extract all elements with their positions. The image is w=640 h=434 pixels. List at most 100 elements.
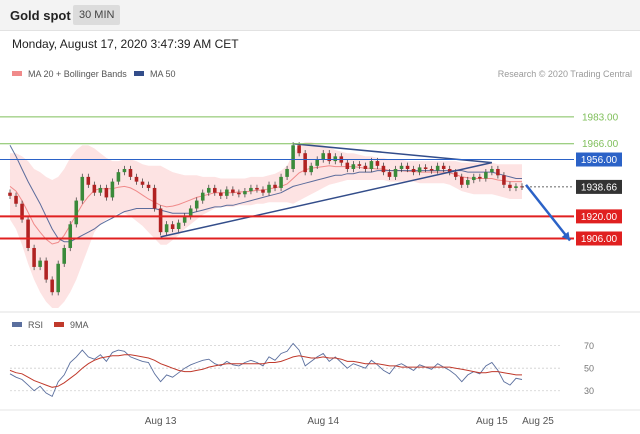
- candle-body: [158, 208, 163, 233]
- x-tick-label: Aug 15: [476, 416, 508, 427]
- candle-body: [225, 189, 229, 196]
- level-label-1906.00: 1906.00: [581, 234, 618, 245]
- candle-body: [213, 187, 217, 193]
- rsi-legend-swatch: [12, 322, 22, 327]
- candle-body: [200, 192, 205, 201]
- candle-body: [128, 168, 133, 177]
- candle-body: [417, 167, 422, 173]
- candle-body: [261, 189, 265, 193]
- candle-body: [291, 145, 295, 169]
- rsi-tick-label-50: 50: [584, 364, 594, 374]
- candle-body: [8, 192, 12, 196]
- candle-body: [194, 200, 199, 209]
- candle-body: [514, 186, 518, 188]
- candle-body: [502, 175, 506, 185]
- candle-body: [447, 168, 452, 173]
- candle-body: [243, 191, 247, 195]
- candle-body: [273, 184, 277, 188]
- candle-body: [50, 279, 54, 293]
- level-tag-1920.00: [576, 209, 622, 224]
- candle-body: [375, 161, 380, 166]
- candle-body: [411, 168, 416, 173]
- ma9-legend-label: 9MA: [70, 320, 89, 330]
- bollinger-band-area: [10, 142, 522, 308]
- candle-body: [472, 176, 476, 181]
- candle-body: [309, 165, 313, 173]
- instrument-title: Gold spot: [10, 8, 71, 23]
- candle-body: [170, 224, 175, 230]
- candle-body: [68, 224, 73, 248]
- candle-body: [267, 184, 271, 193]
- x-tick-label: Aug 14: [307, 416, 339, 427]
- candle-body: [116, 172, 121, 182]
- candle-body: [188, 208, 193, 217]
- candle-body: [327, 153, 332, 162]
- candle-body: [86, 176, 91, 185]
- triangle-lower-trendline: [160, 161, 493, 238]
- ma20-legend-label: MA 20 + Bollinger Bands: [28, 69, 127, 79]
- price-panel: 1983.00 1966.00 1956.00 1938.66 1920.00 1906.…: [0, 112, 622, 308]
- ma9-legend-swatch: [54, 322, 64, 327]
- candle-body: [146, 184, 151, 188]
- ma50-legend-swatch: [134, 71, 144, 76]
- candle-body: [26, 219, 30, 248]
- level-tag-1938.66: [576, 179, 622, 194]
- header-bar: Gold spot 30 MIN: [0, 0, 640, 31]
- candle-body: [333, 156, 338, 162]
- candle-body: [32, 247, 36, 267]
- level-label-1966.00: 1966.00: [582, 139, 619, 150]
- candle-body: [152, 187, 157, 209]
- research-credit: Research © 2020 Trading Central: [498, 69, 632, 79]
- ma50-legend-label: MA 50: [150, 69, 176, 79]
- candle-body: [176, 222, 181, 230]
- x-axis: Aug 13 Aug 14 Aug 15 Aug 25: [145, 416, 555, 427]
- projection-arrow-head: [561, 231, 570, 241]
- candle-body: [321, 153, 326, 160]
- candle-body: [478, 176, 482, 179]
- candle-body: [387, 172, 392, 177]
- ma50-line: [9, 145, 522, 243]
- candle-body: [285, 168, 289, 177]
- timestamp: Monday, August 17, 2020 3:47:39 AM CET: [12, 37, 239, 51]
- rsi-legend-label: RSI: [28, 320, 43, 330]
- rsi-line: [9, 342, 523, 398]
- candle-body: [429, 168, 434, 171]
- candle-body: [459, 176, 464, 185]
- candle-body: [237, 192, 241, 195]
- candle-body: [490, 168, 494, 173]
- candle-body: [56, 263, 60, 293]
- level-label-1983.00: 1983.00: [582, 112, 619, 123]
- candle-body: [297, 145, 301, 154]
- candle-body: [44, 260, 48, 280]
- rsi-panel: 70 50 30: [9, 341, 594, 398]
- rsi-ma9-line: [9, 354, 522, 388]
- candle-body: [399, 165, 404, 169]
- candle-body: [14, 195, 18, 204]
- candle-body: [345, 162, 350, 169]
- timeframe-badge[interactable]: 30 MIN: [73, 5, 121, 25]
- candle-body: [38, 260, 42, 267]
- level-tag-1956.00: [576, 152, 622, 167]
- level-tag-1906.00: [576, 231, 622, 246]
- rsi-tick-label-30: 30: [584, 386, 594, 396]
- candle-body: [231, 189, 235, 193]
- level-label-1956.00: 1956.00: [581, 155, 618, 166]
- candle-body: [303, 153, 307, 173]
- candle-body: [255, 187, 259, 190]
- rsi-tick-label-70: 70: [584, 341, 594, 351]
- x-tick-label: Aug 13: [145, 416, 177, 427]
- candle-body: [466, 180, 470, 185]
- candle-body: [20, 203, 24, 220]
- candle-body: [357, 164, 362, 166]
- candle-body: [249, 187, 253, 192]
- candle-body: [122, 168, 127, 173]
- candle-body: [110, 181, 115, 198]
- candle-body: [219, 192, 223, 196]
- candle-body: [496, 168, 500, 176]
- candle-body: [62, 247, 66, 264]
- projection-arrow-shaft: [525, 184, 571, 242]
- candle-body: [315, 159, 319, 166]
- candle-body: [381, 165, 386, 173]
- level-label-1920.00: 1920.00: [581, 212, 618, 223]
